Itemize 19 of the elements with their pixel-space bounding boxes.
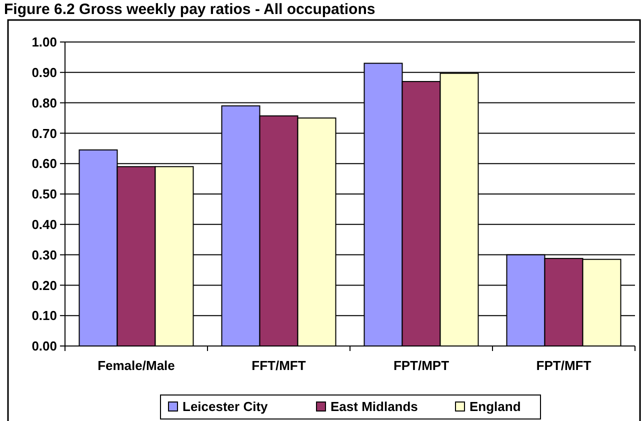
- y-tick-label: 1.00: [32, 34, 57, 50]
- y-tick-label: 0.80: [32, 95, 57, 110]
- chart-title: Figure 6.2 Gross weekly pay ratios - All occupations: [4, 1, 376, 18]
- legend-label: England: [470, 399, 521, 414]
- y-tick-label: 0.60: [32, 156, 57, 172]
- y-tick-label: 0.40: [32, 216, 57, 232]
- y-tick-label: 0.50: [32, 186, 57, 202]
- x-tick-label: FFT/MFT: [252, 358, 306, 373]
- y-tick-label: 0.90: [32, 64, 57, 80]
- y-tick-label: 0.00: [32, 338, 57, 354]
- y-tick-label: 0.20: [32, 278, 57, 293]
- y-tick-label: 0.70: [32, 126, 57, 141]
- legend-label: East Midlands: [330, 399, 418, 414]
- y-tick-label: 0.10: [32, 308, 57, 324]
- x-tick-label: FPT/MFT: [536, 358, 592, 373]
- y-tick-label: 0.30: [32, 247, 57, 262]
- x-tick-label: FPT/MPT: [393, 358, 450, 373]
- legend-label: Leicester City: [182, 399, 269, 414]
- x-tick-label: Female/Male: [98, 358, 175, 373]
